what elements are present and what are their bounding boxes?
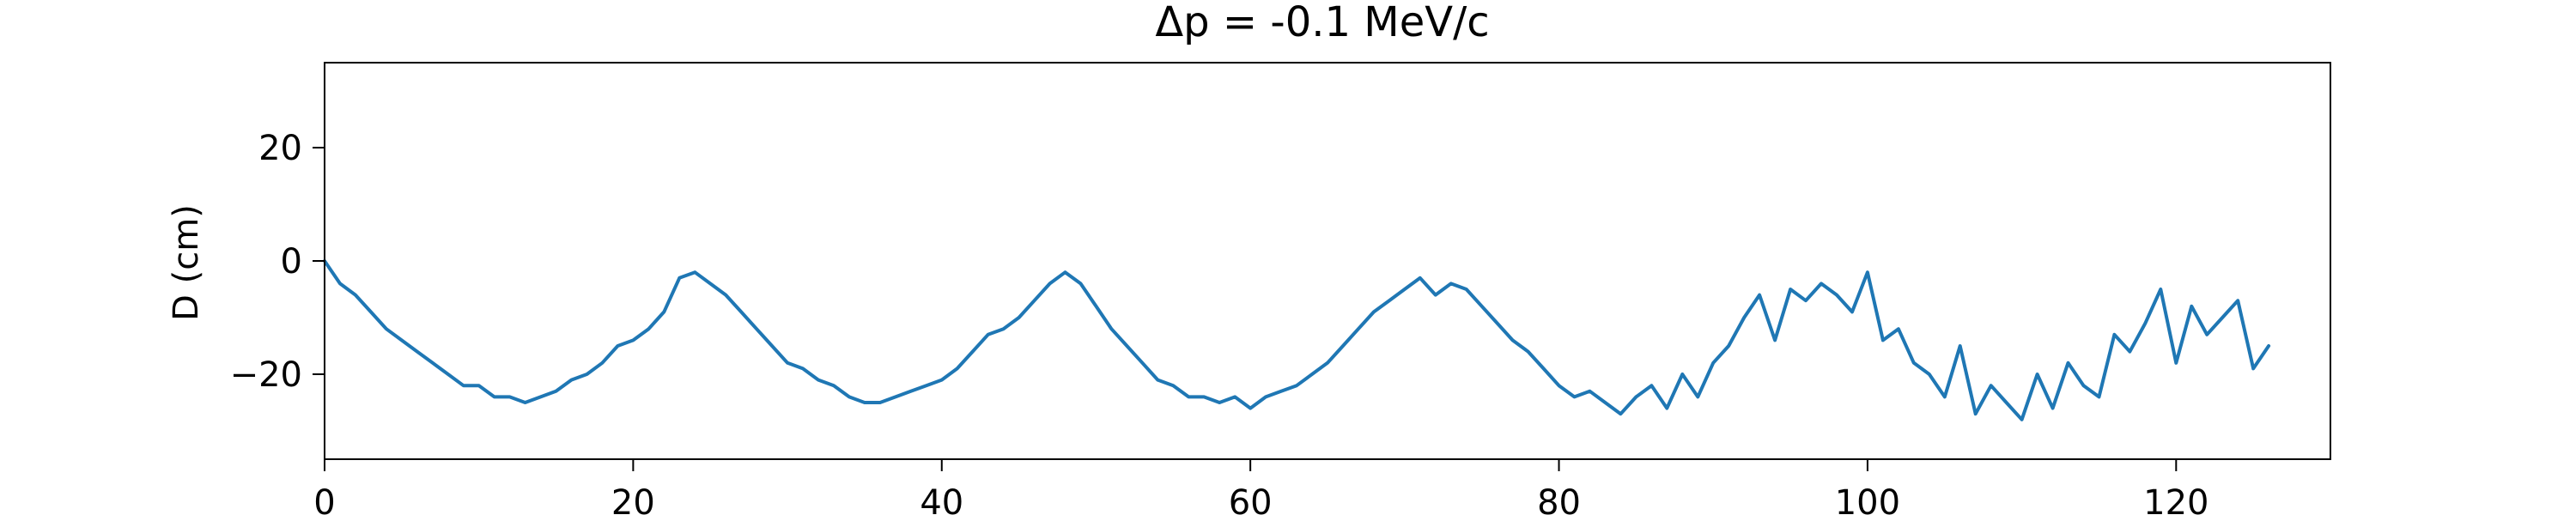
plot-frame <box>324 62 2331 460</box>
chart-title: Δp = -0.1 MeV/c <box>1155 0 1489 46</box>
x-tick-label: 100 <box>1835 483 1900 515</box>
plot-area <box>323 259 2271 421</box>
x-axis: 0 20 40 60 80 100 120 <box>313 459 2208 515</box>
y-axis-label: D (cm) <box>167 204 206 321</box>
series-line-0 <box>323 259 2271 421</box>
y-tick-label: −20 <box>230 355 302 395</box>
y-tick-label: 20 <box>258 129 302 168</box>
x-tick-label: 80 <box>1537 483 1581 515</box>
y-axis: 20 0 −20 <box>230 129 325 395</box>
x-tick-label: 20 <box>611 483 655 515</box>
x-tick-label: 0 <box>313 483 335 515</box>
x-tick-label: 120 <box>2143 483 2208 515</box>
x-tick-label: 60 <box>1229 483 1273 515</box>
y-tick-label: 0 <box>281 242 302 282</box>
x-tick-label: 40 <box>920 483 963 515</box>
